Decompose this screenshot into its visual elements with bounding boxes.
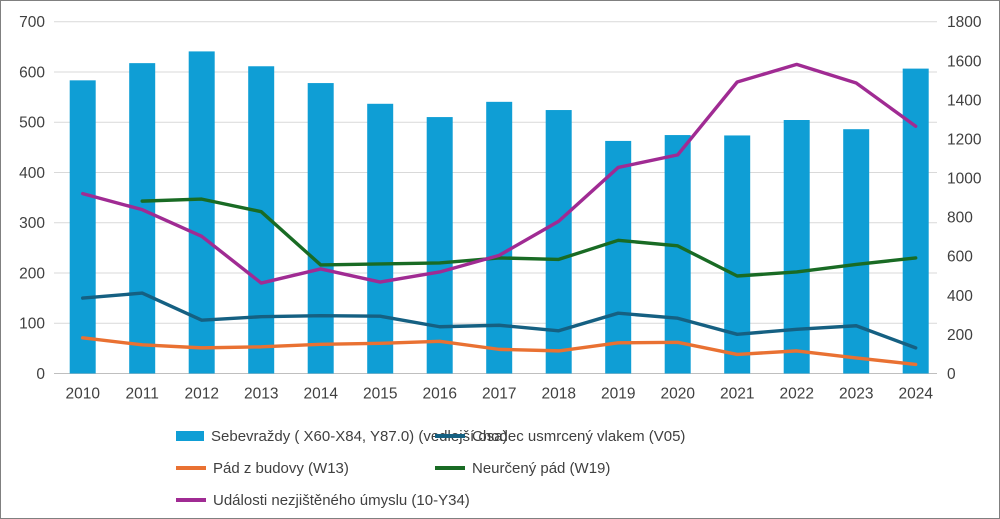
x-label-2021: 2021 xyxy=(720,386,754,403)
legend-item-udalosti: Události nezjištěného úmyslu (10-Y34) xyxy=(176,491,470,509)
bar-2023 xyxy=(843,129,870,374)
x-label-2011: 2011 xyxy=(126,386,159,403)
bar-2016 xyxy=(426,117,453,374)
y-right-label-0: 0 xyxy=(947,366,956,383)
y-left-label-400: 400 xyxy=(19,165,45,182)
legend-label-udalosti: Události nezjištěného úmyslu (10-Y34) xyxy=(213,491,470,509)
legend-item-pad-z-budovy: Pád z budovy (W13) xyxy=(176,459,349,477)
y-left-label-600: 600 xyxy=(19,64,45,81)
y-right-label-1400: 1400 xyxy=(947,92,982,109)
bar-2021 xyxy=(724,135,751,374)
y-right-label-400: 400 xyxy=(947,288,973,305)
x-label-2013: 2013 xyxy=(244,386,278,403)
x-label-2012: 2012 xyxy=(184,386,218,403)
y-left-label-700: 700 xyxy=(19,14,45,31)
y-left-label-100: 100 xyxy=(19,316,45,333)
y-left-label-200: 200 xyxy=(19,265,45,282)
y-right-label-1200: 1200 xyxy=(947,131,982,148)
y-left-label-0: 0 xyxy=(36,366,45,383)
legend-label-chodec-vlakem: Chodec usmrcený vlakem (V05) xyxy=(472,427,686,445)
legend-item-chodec-vlakem: Chodec usmrcený vlakem (V05) xyxy=(435,427,686,445)
y-left-label-500: 500 xyxy=(19,115,45,132)
legend-label-neurceny-pad: Neurčený pád (W19) xyxy=(472,459,611,477)
x-label-2024: 2024 xyxy=(898,386,933,403)
legend-swatch-pad-z-budovy xyxy=(176,466,206,470)
bar-2018 xyxy=(545,110,572,374)
x-label-2022: 2022 xyxy=(779,386,813,403)
legend-label-pad-z-budovy: Pád z budovy (W13) xyxy=(213,459,349,477)
x-label-2016: 2016 xyxy=(422,386,456,403)
x-label-2010: 2010 xyxy=(65,386,100,403)
bar-2017 xyxy=(486,101,513,374)
bar-2020 xyxy=(664,135,691,374)
y-right-label-1000: 1000 xyxy=(947,171,982,188)
bar-2022 xyxy=(783,120,810,374)
y-right-label-600: 600 xyxy=(947,249,973,266)
x-label-2020: 2020 xyxy=(660,386,695,403)
bar-2024 xyxy=(902,68,929,374)
line-series-3 xyxy=(80,62,918,285)
line-series-1 xyxy=(80,336,918,367)
bar-2014 xyxy=(307,83,334,374)
bar-2011 xyxy=(129,63,156,374)
bar-2015 xyxy=(367,103,394,374)
legend-item-sebevrazdy: Sebevraždy ( X60-X84, Y87.0) (vedlejší o… xyxy=(176,427,508,445)
y-right-label-1600: 1600 xyxy=(947,53,982,70)
combo-chart-plot: 0 100 200 300 400 500 600 700 0 200 400 600 800 1000 1… xyxy=(19,14,982,403)
legend-swatch-chodec-vlakem xyxy=(435,434,465,438)
y-right-label-1800: 1800 xyxy=(947,14,982,31)
legend-swatch-sebevrazdy xyxy=(176,431,204,441)
x-label-2019: 2019 xyxy=(601,386,635,403)
bar-2012 xyxy=(188,51,215,374)
y-right-label-200: 200 xyxy=(947,327,973,344)
bar-2010 xyxy=(69,80,96,374)
x-label-2018: 2018 xyxy=(541,386,575,403)
y-left-label-300: 300 xyxy=(19,215,45,232)
x-label-2017: 2017 xyxy=(482,386,516,403)
legend-swatch-udalosti xyxy=(176,498,206,502)
y-right-label-800: 800 xyxy=(947,210,973,227)
legend-item-neurceny-pad: Neurčený pád (W19) xyxy=(435,459,611,477)
x-label-2014: 2014 xyxy=(303,386,338,403)
legend-label-sebevrazdy: Sebevraždy ( X60-X84, Y87.0) (vedlejší o… xyxy=(211,427,508,445)
line-series-0 xyxy=(80,291,918,350)
x-label-2023: 2023 xyxy=(839,386,873,403)
legend-swatch-neurceny-pad xyxy=(435,466,465,470)
bar-2019 xyxy=(605,140,632,374)
x-label-2015: 2015 xyxy=(363,386,397,403)
line-series-2 xyxy=(140,197,918,278)
